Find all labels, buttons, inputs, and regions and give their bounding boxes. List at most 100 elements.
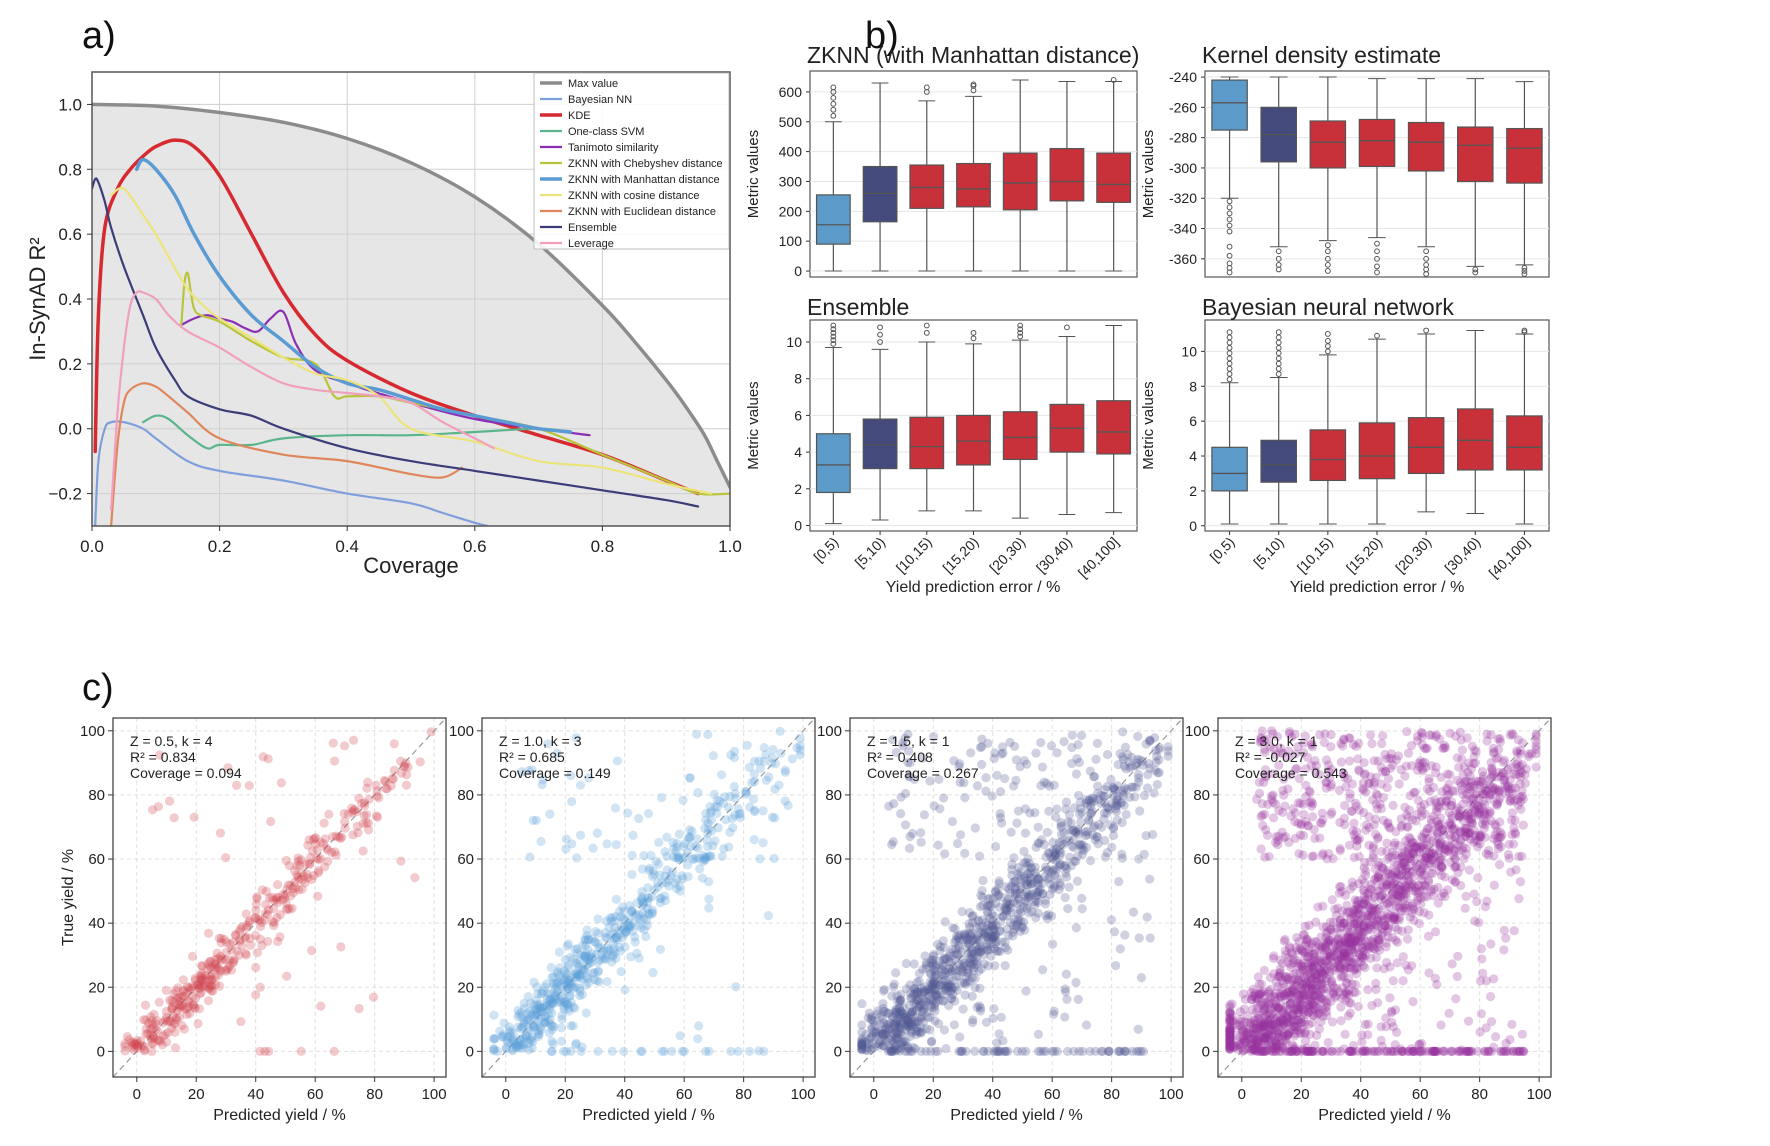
point [519, 1003, 530, 1013]
point [1262, 1045, 1272, 1056]
point [330, 847, 340, 857]
point [536, 989, 546, 999]
series-line-8 [110, 382, 464, 526]
point [1510, 828, 1520, 838]
point [944, 975, 954, 985]
point [561, 986, 571, 996]
point [1432, 979, 1442, 990]
outlier-1 [1275, 255, 1282, 262]
point [916, 1046, 926, 1056]
point [1015, 916, 1026, 926]
point [1349, 912, 1360, 923]
point [1316, 967, 1327, 977]
point [550, 990, 560, 1000]
point [527, 765, 537, 775]
point [153, 802, 164, 812]
point [942, 981, 953, 992]
point [1038, 889, 1048, 899]
point [1089, 796, 1099, 806]
point [1298, 1045, 1308, 1055]
point [896, 1006, 906, 1017]
point [1015, 762, 1025, 772]
point [907, 1046, 917, 1056]
point [1317, 941, 1327, 952]
point [1148, 829, 1158, 840]
point [1142, 912, 1152, 922]
point [264, 1046, 274, 1056]
point [543, 988, 553, 998]
point [147, 1046, 157, 1056]
point [1132, 758, 1142, 768]
point [1040, 862, 1051, 872]
point [991, 887, 1001, 897]
point [954, 943, 964, 953]
point [1368, 934, 1378, 944]
point [1278, 785, 1288, 796]
point [1349, 905, 1359, 916]
point [938, 996, 948, 1006]
x-tick-label: 0 [870, 1086, 878, 1103]
point [675, 881, 685, 891]
point [1049, 1046, 1060, 1056]
point [1145, 763, 1155, 773]
point [540, 1011, 551, 1021]
point [1504, 839, 1514, 849]
point [1046, 852, 1056, 863]
point [531, 1005, 542, 1015]
point [192, 980, 202, 990]
point [1408, 996, 1418, 1007]
point [973, 930, 983, 941]
point [761, 750, 771, 760]
point [908, 1042, 918, 1052]
point [1370, 864, 1380, 874]
point [601, 950, 612, 960]
point [1377, 1041, 1387, 1052]
point [898, 1003, 909, 1013]
point [1440, 844, 1450, 854]
point [1255, 1023, 1265, 1033]
point [911, 995, 921, 1005]
y-axis-label: In-SynAD R² [25, 237, 50, 360]
point [939, 989, 949, 999]
point [1301, 1035, 1311, 1046]
point [754, 756, 764, 766]
point [1138, 1046, 1149, 1056]
point [901, 958, 911, 969]
point [1336, 954, 1346, 964]
point [1431, 1046, 1441, 1056]
point [989, 932, 999, 942]
point [562, 981, 573, 991]
point [857, 1044, 867, 1055]
point [1062, 837, 1072, 847]
point [1036, 1046, 1046, 1056]
point [1287, 732, 1297, 742]
point [561, 1046, 572, 1056]
point [1373, 871, 1383, 882]
point [1054, 884, 1064, 895]
point [196, 970, 207, 980]
point [1086, 801, 1096, 811]
point [1024, 889, 1034, 900]
point [499, 1018, 509, 1028]
point [776, 748, 786, 758]
point [1428, 868, 1438, 879]
point [1252, 1041, 1262, 1051]
point [1284, 987, 1294, 997]
point [1291, 1015, 1301, 1025]
point [1099, 814, 1109, 824]
point [947, 966, 958, 977]
point [1409, 788, 1419, 798]
point [522, 1015, 532, 1025]
point [296, 1046, 306, 1056]
point [1049, 881, 1060, 891]
point [612, 756, 623, 766]
point [1358, 946, 1368, 956]
point [1316, 942, 1326, 952]
point [280, 893, 290, 903]
point [1404, 867, 1414, 877]
point [883, 1046, 894, 1056]
point [1356, 904, 1366, 914]
point [649, 885, 659, 895]
point [165, 995, 175, 1005]
point [894, 1003, 905, 1013]
